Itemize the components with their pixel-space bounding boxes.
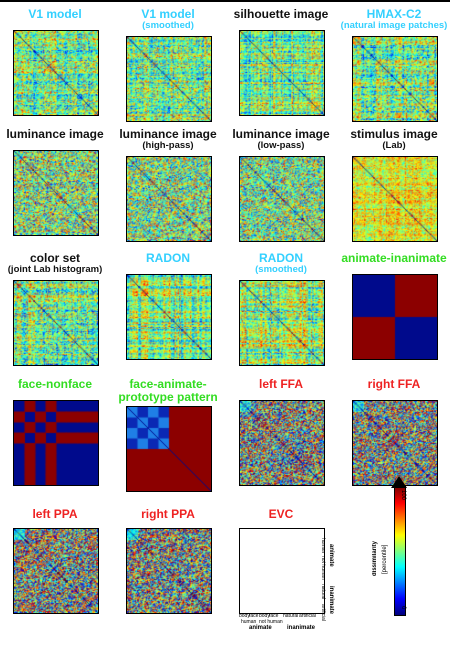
colorbar-min-label: 0 bbox=[400, 606, 406, 609]
panel-title-text: RADON bbox=[259, 251, 303, 265]
colorbar-title: dissimilarity bbox=[372, 541, 378, 576]
rdm-matrix bbox=[352, 156, 438, 242]
rdm-matrix bbox=[126, 36, 212, 122]
panel-subtitle: (low-pass) bbox=[226, 141, 336, 151]
panel-title-text: left PPA bbox=[32, 507, 77, 521]
panel-title: V1 model (smoothed) bbox=[113, 8, 223, 31]
evc-side-group: animate bbox=[328, 544, 333, 567]
panel-title-text: color set bbox=[30, 251, 80, 265]
rdm-matrix bbox=[126, 528, 212, 614]
panel-title-text: left FFA bbox=[259, 377, 303, 391]
panel-title: RADON bbox=[113, 252, 223, 265]
evc-axis-group: animate bbox=[249, 626, 272, 631]
panel-title-text: HMAX-C2 bbox=[367, 7, 422, 21]
panel-subtitle: (high-pass) bbox=[113, 141, 223, 151]
panel-title-text: right PPA bbox=[141, 507, 195, 521]
evc-axis-sublabel: human bbox=[241, 620, 256, 625]
panel-title: stimulus image (Lab) bbox=[339, 128, 449, 151]
rdm-matrix bbox=[239, 156, 325, 242]
rdm-matrix bbox=[13, 150, 99, 236]
top-rule bbox=[0, 0, 450, 2]
rdm-matrix bbox=[126, 274, 212, 360]
evc-axis-label: artificial bbox=[299, 614, 316, 619]
rdm-matrix bbox=[126, 406, 212, 492]
colorbar-max-label: 100 bbox=[400, 490, 406, 500]
panel-title: HMAX-C2 (natural image patches) bbox=[339, 8, 449, 31]
rdm-matrix bbox=[239, 528, 325, 614]
evc-side-group: inanimate bbox=[328, 586, 333, 614]
evc-axis-label: natural bbox=[283, 614, 298, 619]
panel-title-text: animate-inanimate bbox=[341, 251, 446, 265]
panel-title: luminance image (high-pass) bbox=[113, 128, 223, 151]
rdm-matrix bbox=[13, 30, 99, 116]
panel-title-text: luminance image bbox=[119, 127, 216, 141]
rdm-panel: face-nonface bbox=[0, 378, 110, 528]
panel-title-text: silhouette image bbox=[234, 7, 329, 21]
rdm-panel: right PPA bbox=[113, 508, 223, 658]
panel-title: V1 model bbox=[0, 8, 110, 21]
panel-title-text: V1 model bbox=[141, 7, 194, 21]
panel-title-text: RADON bbox=[146, 251, 190, 265]
panel-title: left FFA bbox=[226, 378, 336, 391]
panel-title: animate-inanimate bbox=[339, 252, 449, 265]
panel-title-text: V1 model bbox=[28, 7, 81, 21]
colorbar: 100 0 dissimilarity [percentile] bbox=[360, 476, 440, 616]
rdm-matrix bbox=[13, 400, 99, 486]
rdm-matrix bbox=[13, 528, 99, 614]
panel-title: RADON (smoothed) bbox=[226, 252, 336, 275]
panel-title: luminance image (low-pass) bbox=[226, 128, 336, 151]
rdm-matrix bbox=[13, 280, 99, 366]
panel-title-text: luminance image bbox=[232, 127, 329, 141]
panel-title-text: EVC bbox=[269, 507, 294, 521]
rdm-matrix bbox=[352, 36, 438, 122]
panel-title-text: face-animate- bbox=[129, 377, 206, 391]
rdm-matrix bbox=[352, 274, 438, 360]
panel-title-text: face-nonface bbox=[18, 377, 92, 391]
rdm-matrix bbox=[126, 156, 212, 242]
panel-subtitle: (smoothed) bbox=[113, 21, 223, 31]
evc-side-label: natural bbox=[320, 584, 325, 599]
rdm-matrix bbox=[352, 400, 438, 486]
rdm-panel: EVC body face body face natural artificial huma… bbox=[226, 508, 336, 658]
panel-subtitle: (joint Lab histogram) bbox=[0, 265, 110, 275]
panel-title: EVC bbox=[226, 508, 336, 521]
evc-side-label: artificial bbox=[320, 604, 325, 621]
panel-title: right FFA bbox=[339, 378, 449, 391]
rdm-panel: left PPA bbox=[0, 508, 110, 658]
panel-title: face-animate-prototype pattern bbox=[113, 378, 223, 404]
panel-title: luminance image bbox=[0, 128, 110, 141]
panel-title: right PPA bbox=[113, 508, 223, 521]
panel-title: silhouette image bbox=[226, 8, 336, 21]
rdm-panel: left FFA bbox=[226, 378, 336, 528]
colorbar-unit: [percentile] bbox=[382, 545, 388, 574]
rdm-matrix bbox=[239, 30, 325, 116]
panel-title-text: luminance image bbox=[6, 127, 103, 141]
panel-title: left PPA bbox=[0, 508, 110, 521]
panel-subtitle: (Lab) bbox=[339, 141, 449, 151]
colorbar-arrow-icon bbox=[390, 476, 408, 490]
evc-side-label: not human bbox=[320, 556, 325, 580]
rdm-panel: face-animate-prototype pattern bbox=[113, 378, 223, 528]
panel-title: color set (joint Lab histogram) bbox=[0, 252, 110, 275]
evc-axis-sublabel: not human bbox=[259, 620, 283, 625]
panel-subtitle: prototype pattern bbox=[113, 391, 223, 404]
evc-side-label: human bbox=[320, 538, 325, 553]
panel-title-text: stimulus image bbox=[350, 127, 437, 141]
colorbar-gradient bbox=[394, 486, 406, 616]
panel-subtitle: (natural image patches) bbox=[339, 21, 449, 31]
panel-title: face-nonface bbox=[0, 378, 110, 391]
rdm-matrix bbox=[239, 280, 325, 366]
panel-subtitle: (smoothed) bbox=[226, 265, 336, 275]
panel-title-text: right FFA bbox=[368, 377, 421, 391]
rdm-matrix bbox=[239, 400, 325, 486]
evc-axis-group: inanimate bbox=[287, 626, 315, 631]
